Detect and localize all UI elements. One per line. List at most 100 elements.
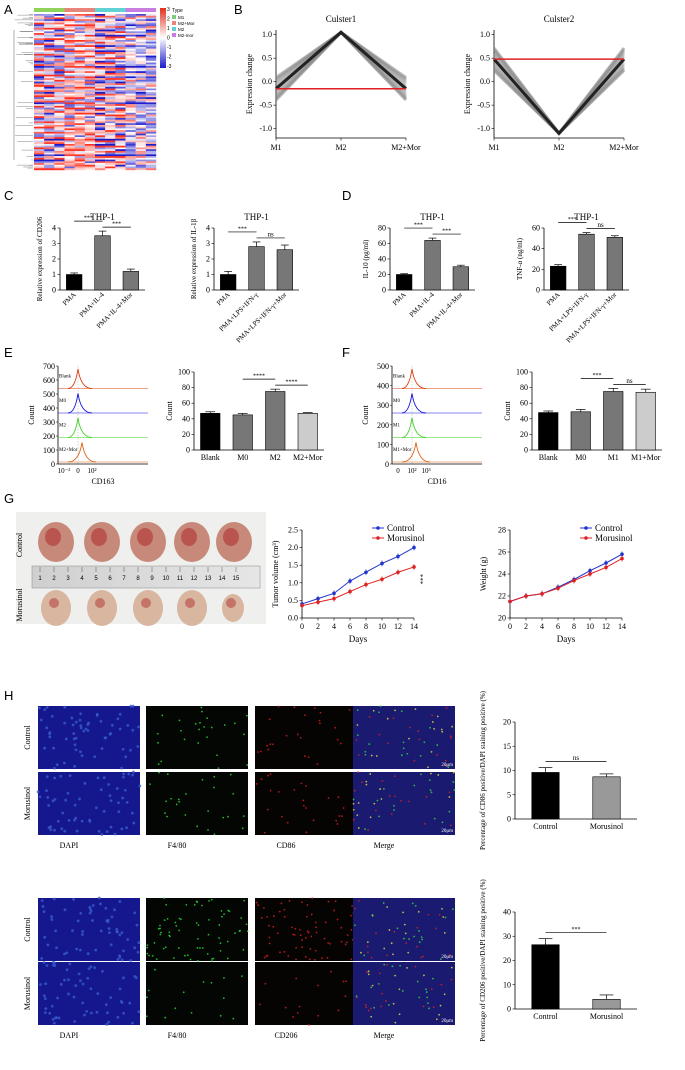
heatmap-cell (34, 144, 45, 146)
heatmap-cell (74, 159, 86, 162)
heatmap-cell (135, 62, 147, 65)
heatmap-cell (44, 109, 55, 112)
y-axis-label: Count (361, 404, 370, 424)
heatmap-cell (64, 138, 75, 141)
heatmap-cell (74, 161, 86, 164)
heatmap-cell (135, 156, 147, 159)
cell-signal (45, 705, 49, 709)
heatmap-cell (115, 81, 126, 84)
heatmap-cell (145, 53, 157, 56)
heatmap-cell (105, 41, 116, 44)
heatmap-cell (74, 163, 86, 165)
cell-signal (81, 930, 85, 933)
cell-signal (63, 978, 66, 982)
track-peak (401, 417, 427, 438)
heatmap-cell (44, 128, 55, 131)
heatmap-cell (34, 24, 45, 27)
heatmap-cell (54, 128, 65, 131)
data-point (380, 577, 384, 582)
heatmap-cell (125, 150, 136, 153)
heatmap-cell (74, 109, 86, 112)
heatmap-cell (145, 131, 157, 134)
y-tick-label: 22 (498, 592, 506, 601)
heatmap-cell (145, 92, 157, 94)
heatmap-cell (34, 114, 45, 117)
cell-signal (96, 776, 100, 780)
cell-signal (75, 829, 79, 833)
heatmap-cell (125, 41, 136, 44)
cell-signal (336, 918, 339, 921)
y-tick-label: -1.0 (259, 124, 272, 133)
heatmap-cell (125, 118, 136, 120)
heatmap-cell (64, 163, 75, 165)
heatmap-cell (115, 95, 126, 98)
heatmap-cell (135, 19, 147, 22)
heatmap-cell (34, 55, 45, 58)
cell-signal (423, 974, 425, 977)
heatmap-cell (115, 98, 126, 101)
heatmap-cell (84, 105, 96, 108)
heatmap-cell (34, 41, 45, 44)
y-tick-label: 0 (52, 286, 56, 295)
heatmap-cell (74, 142, 86, 145)
heatmap-cell (64, 123, 75, 126)
cell-signal (89, 1011, 93, 1015)
heatmap-cell (145, 71, 157, 74)
heatmap-cell (105, 111, 116, 113)
heatmap-cell (95, 83, 106, 86)
heatmap-cell (125, 72, 136, 75)
heatmap-cell (64, 17, 75, 20)
cell-signal (452, 771, 455, 774)
cell-signal (213, 786, 215, 789)
heatmap-cell (125, 154, 136, 157)
heatmap-cell (115, 149, 126, 152)
heatmap-cell (64, 86, 75, 89)
heatmap-cell (105, 98, 116, 101)
heatmap-cell (95, 142, 106, 145)
y-tick-label: 2.5 (288, 526, 298, 535)
heatmap-cell (64, 36, 75, 39)
heatmap-cell (125, 36, 136, 39)
tumor (222, 594, 244, 622)
heatmap-cell (44, 119, 55, 122)
heatmap-cell (44, 164, 55, 167)
cell-signal (246, 764, 249, 766)
heatmap-cell (95, 131, 106, 134)
heatmap-cell (135, 17, 147, 20)
heatmap-cell (105, 74, 116, 77)
heatmap-cell (54, 27, 65, 30)
ruler-number: 3 (66, 576, 70, 582)
heatmap-cell (54, 85, 65, 87)
heatmap-cell (145, 27, 157, 30)
cell-signal (317, 984, 319, 987)
cell-signal (334, 726, 337, 729)
cell-signal (365, 783, 368, 786)
cell-signal (45, 726, 49, 730)
x-tick-label: 14 (410, 622, 418, 631)
heatmap-legend-swatch (172, 33, 176, 37)
heatmap-cell (145, 144, 157, 146)
tumor (41, 590, 71, 626)
heatmap-cell (115, 34, 126, 37)
cell-signal (63, 721, 67, 725)
heatmap-cell (54, 15, 65, 18)
cell-signal (154, 968, 156, 971)
cluster-profile (492, 57, 626, 136)
heatmap-cell (44, 118, 55, 120)
heatmap-cell (84, 126, 96, 129)
heatmap-cell (115, 20, 126, 23)
heatmap-cell (44, 147, 55, 150)
heatmap-cell (135, 43, 147, 46)
cell-signal (178, 929, 181, 932)
heatmap-cell (44, 83, 55, 86)
heatmap-cell (115, 102, 126, 105)
heatmap-cell (135, 34, 147, 37)
heatmap-cell (84, 138, 96, 141)
heatmap-cell (54, 131, 65, 134)
cell-signal (304, 937, 307, 939)
cell-signal (277, 790, 280, 793)
heatmap-cell (135, 100, 147, 103)
y-tick-label: 20 (182, 430, 190, 439)
